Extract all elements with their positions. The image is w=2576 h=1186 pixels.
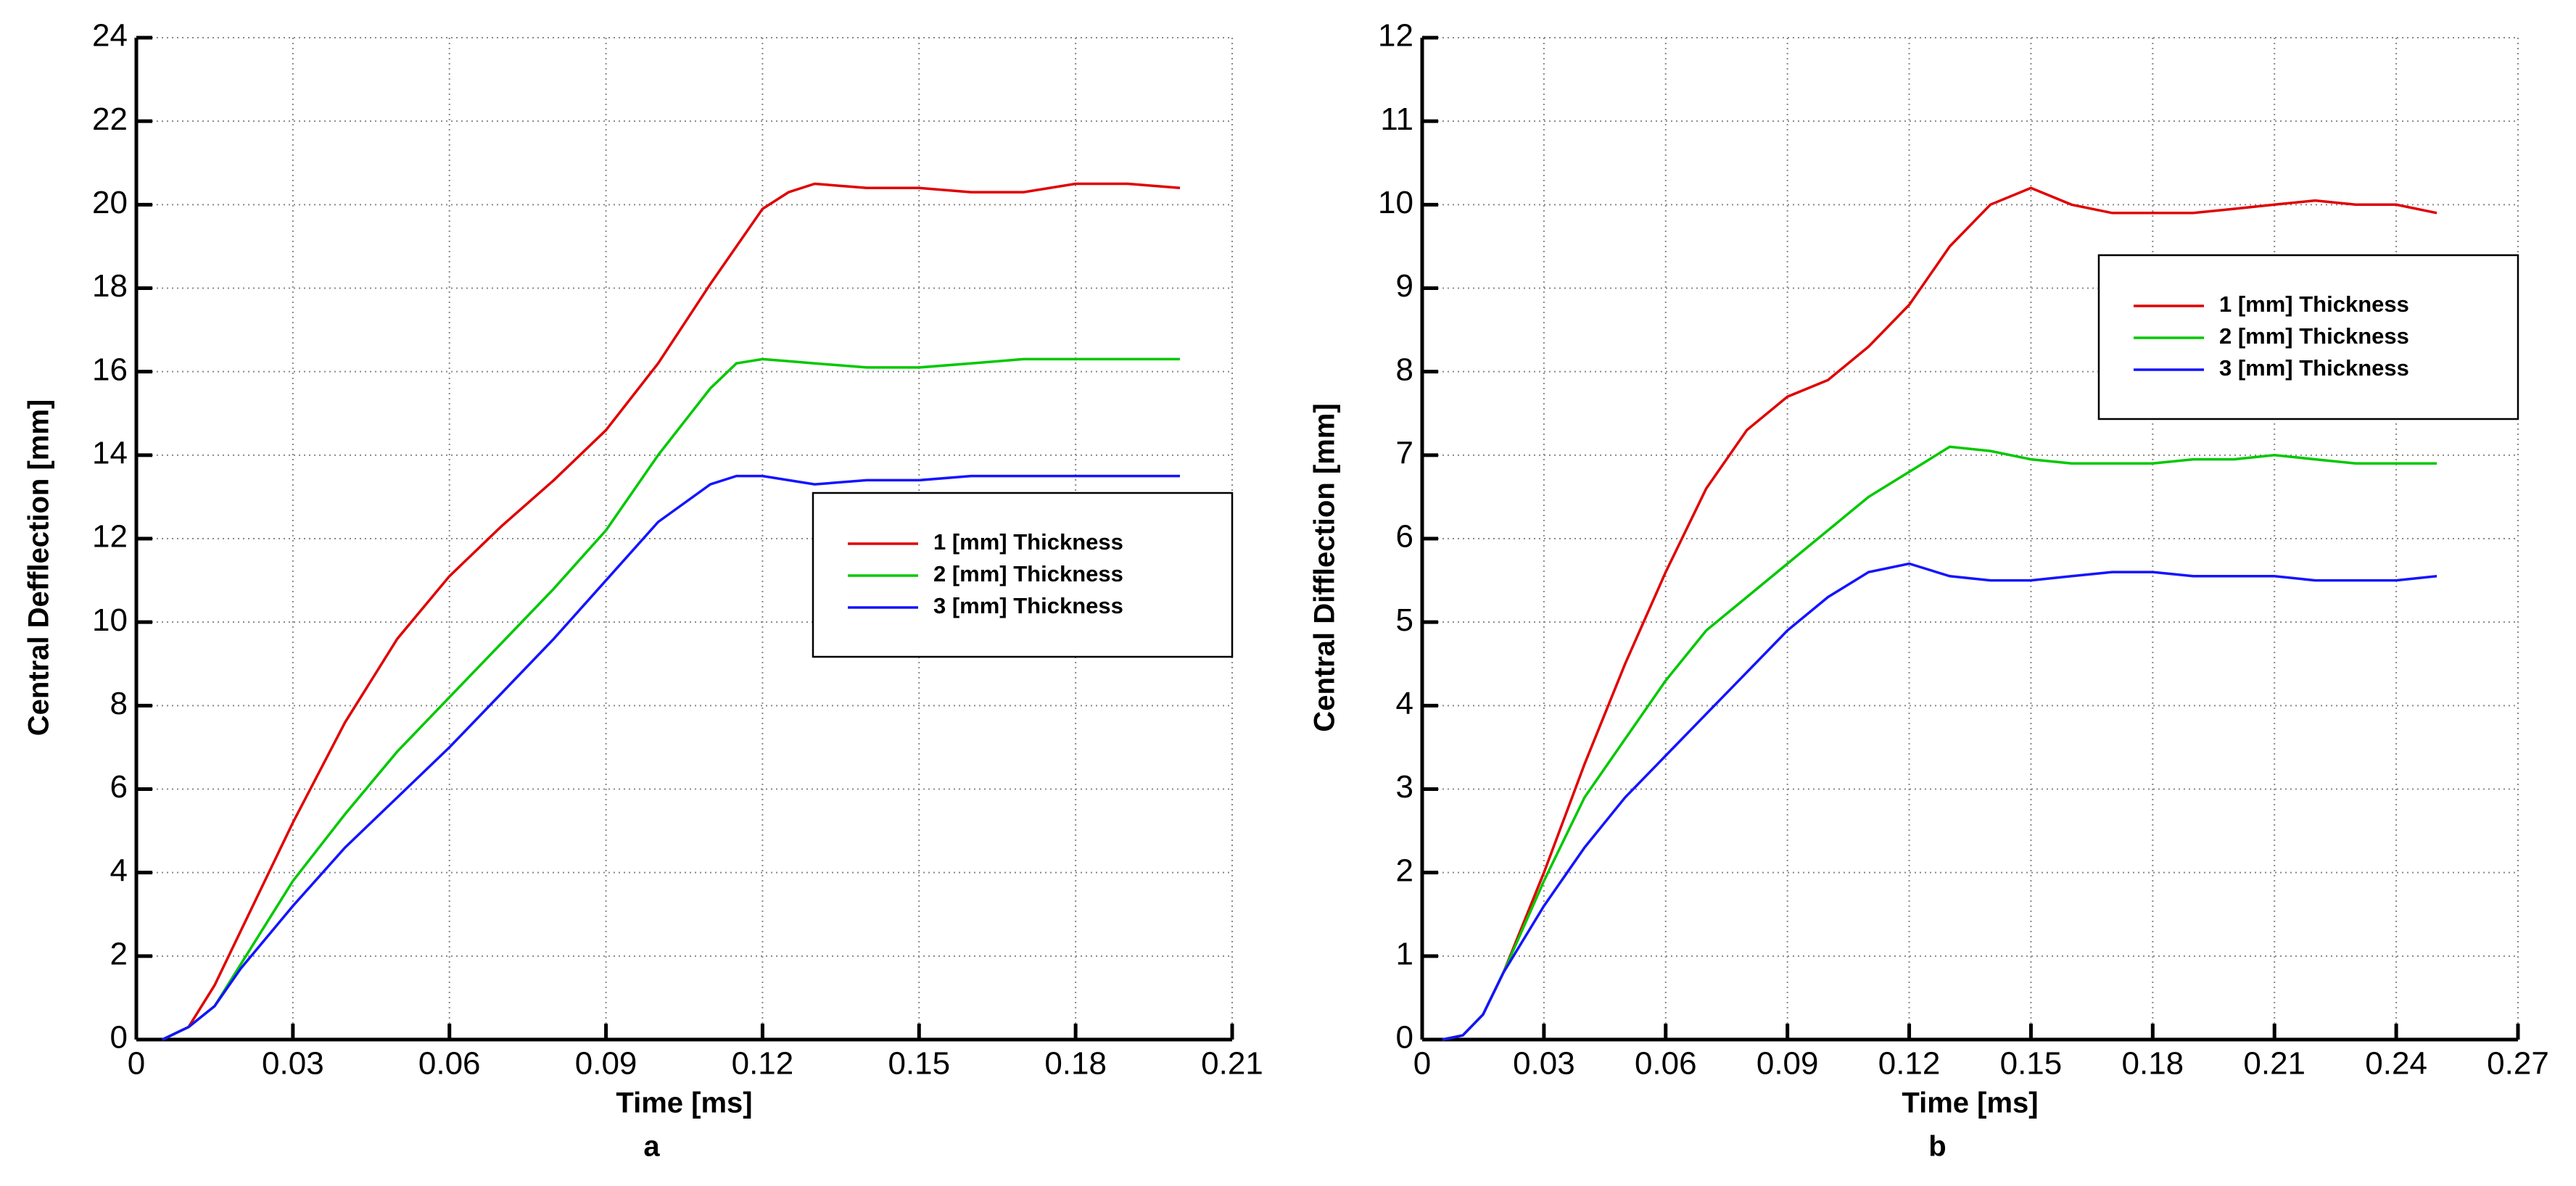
legend-label: 1 [mm] Thickness — [933, 529, 1123, 555]
y-tick-label: 4 — [110, 853, 128, 888]
legend-label: 3 [mm] Thickness — [933, 593, 1123, 618]
x-tick-label: 0.03 — [1513, 1046, 1575, 1082]
caption: b — [1928, 1131, 1946, 1163]
legend-label: 2 [mm] Thickness — [2219, 323, 2409, 349]
y-tick-label: 18 — [92, 268, 128, 304]
series-line — [162, 474, 1180, 1041]
x-tick-label: 0.27 — [2487, 1046, 2549, 1082]
series-line — [1442, 562, 2437, 1041]
y-tick-label: 9 — [1396, 268, 1413, 304]
x-tick-label: 0 — [128, 1046, 145, 1082]
x-tick-label: 0.15 — [888, 1046, 950, 1082]
x-tick-label: 0.18 — [2122, 1046, 2184, 1082]
y-tick-label: 24 — [92, 18, 128, 54]
x-axis-label: Time [ms] — [1902, 1087, 2038, 1119]
x-tick-label: 0.06 — [1635, 1046, 1697, 1082]
y-tick-label: 12 — [1378, 18, 1413, 54]
y-tick-label: 4 — [1396, 686, 1413, 721]
x-tick-label: 0.18 — [1044, 1046, 1107, 1082]
series-line — [162, 182, 1181, 1041]
x-tick-label: 0.24 — [2365, 1046, 2427, 1082]
y-tick-label: 10 — [92, 602, 128, 638]
y-tick-label: 11 — [1380, 101, 1413, 137]
x-tick-label: 0.12 — [732, 1046, 794, 1082]
y-tick-label: 5 — [1396, 602, 1413, 638]
y-tick-label: 6 — [1396, 519, 1413, 555]
y-tick-label: 22 — [92, 101, 128, 137]
x-tick-label: 0.06 — [418, 1046, 481, 1082]
y-tick-label: 10 — [1378, 185, 1413, 220]
y-tick-label: 6 — [110, 769, 128, 805]
y-tick-label: 2 — [110, 936, 128, 971]
y-tick-label: 0 — [1396, 1020, 1413, 1056]
y-axis-label: Central Difflection [mm] — [1309, 403, 1341, 731]
x-tick-label: 0.21 — [2243, 1046, 2305, 1082]
y-tick-label: 1 — [1396, 936, 1413, 971]
y-tick-label: 16 — [92, 352, 128, 387]
x-tick-label: 0.21 — [1201, 1046, 1263, 1082]
x-tick-label: 0.15 — [2000, 1046, 2063, 1082]
y-tick-label: 8 — [1396, 352, 1413, 387]
y-tick-label: 12 — [92, 519, 128, 555]
series-line — [162, 357, 1180, 1041]
x-tick-label: 0.12 — [1878, 1046, 1941, 1082]
y-tick-label: 2 — [1396, 853, 1413, 888]
y-tick-label: 8 — [110, 686, 128, 721]
y-tick-label: 0 — [110, 1020, 128, 1056]
x-tick-label: 0.09 — [1756, 1046, 1819, 1082]
y-axis-label: Central Defflection [mm] — [23, 399, 55, 737]
y-tick-label: 20 — [92, 185, 128, 220]
caption: a — [643, 1131, 660, 1163]
x-tick-label: 0.03 — [262, 1046, 324, 1082]
legend-label: 3 [mm] Thickness — [2219, 355, 2409, 381]
y-tick-label: 7 — [1396, 435, 1413, 470]
series-line — [1442, 445, 2437, 1041]
x-axis-label: Time [ms] — [616, 1087, 752, 1119]
legend-label: 2 [mm] Thickness — [933, 561, 1123, 586]
x-tick-label: 0.09 — [575, 1046, 637, 1082]
y-tick-label: 14 — [92, 435, 128, 470]
x-tick-label: 0 — [1413, 1046, 1431, 1082]
legend-label: 1 [mm] Thickness — [2219, 291, 2409, 317]
y-tick-label: 3 — [1396, 769, 1413, 805]
series-line — [1442, 186, 2437, 1041]
